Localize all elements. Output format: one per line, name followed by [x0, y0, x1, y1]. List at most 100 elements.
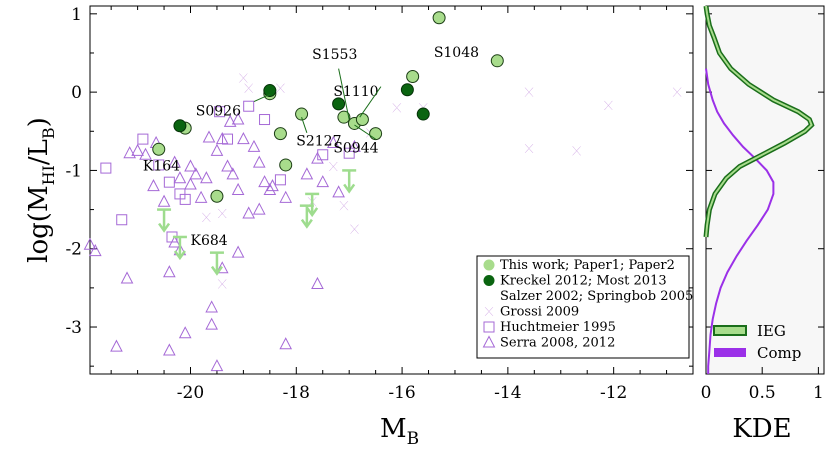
x-tick-label: -18 [283, 383, 310, 403]
x-axis-title: MB [380, 414, 419, 449]
triangle-point [252, 155, 266, 168]
kde-x-tick-label: 0 [701, 383, 712, 403]
triangle-point [223, 114, 237, 127]
triangle-point [163, 265, 176, 278]
triangle-point [311, 276, 324, 289]
arrow-down-point [305, 192, 320, 218]
y-axis-title-mid: /L [24, 139, 54, 165]
circle-light-point [355, 113, 369, 127]
triangle-point [258, 175, 271, 188]
x-axis-title-main: M [380, 414, 407, 444]
kde-legend: IEG Comp [713, 322, 801, 362]
bowtie-point [604, 100, 613, 111]
bowtie-point [572, 146, 581, 156]
y-tick-label: -2 [65, 240, 82, 260]
upper-limit-head [300, 218, 313, 229]
circle-light-point [273, 127, 287, 141]
kde-legend-comp-swatch [714, 348, 746, 357]
point-label: S1048 [434, 45, 479, 61]
square-point [153, 159, 165, 171]
legend-marker-circle-dark [483, 275, 495, 286]
legend-label: Huchtmeier 1995 [500, 320, 616, 335]
triangle-point [173, 171, 187, 184]
x-tick-label: -20 [177, 383, 204, 403]
triangle-point [147, 179, 160, 192]
triangle-point [202, 130, 216, 143]
triangle-point [316, 175, 330, 188]
kde-x-tick-label: 0.5 [749, 383, 776, 403]
x-axis-title-sub: B [407, 429, 420, 449]
triangle-point [221, 159, 234, 172]
triangle-point [237, 132, 250, 145]
square-point [214, 106, 226, 118]
point-label: S1553 [312, 47, 357, 63]
triangle-point [139, 147, 152, 160]
kde-legend-ieg-label: IEG [757, 322, 786, 340]
legend-label: Kreckel 2012; Most 2013 [500, 274, 667, 289]
label-leader-line [253, 94, 271, 102]
y-axis-title-post: ) [24, 117, 54, 127]
circle-dark-point [416, 107, 430, 121]
triangle-point [210, 143, 224, 156]
kde-legend-ieg-swatch [713, 325, 747, 336]
kde-curve-comp [705, 68, 775, 374]
triangle-point [189, 167, 203, 180]
triangle-point [178, 326, 192, 339]
triangle-point [231, 245, 245, 258]
triangle-point [184, 159, 197, 172]
square-point [137, 133, 149, 145]
x-tick-label: -16 [388, 383, 415, 403]
main-data-marks [83, 11, 682, 372]
triangle-point [215, 132, 229, 145]
bowtie-point [392, 103, 401, 113]
circle-light-point [279, 158, 293, 172]
bowtie-point [524, 87, 534, 97]
label-leader-line [359, 86, 382, 118]
label-leader-line [301, 117, 308, 134]
arrow-down-point [299, 204, 314, 229]
main-axis-ticks: -20 -18 -16 -14 -12 1 0 -1 -2 -3 [65, 5, 694, 403]
triangle-point [123, 146, 136, 159]
bowtie-point [339, 200, 349, 211]
kde-curves [703, 5, 815, 374]
upper-limit-head [173, 250, 186, 261]
triangle-point [326, 135, 340, 149]
legend-label: Grossi 2009 [500, 305, 579, 320]
upper-limit-head [306, 207, 319, 218]
triangle-point [131, 143, 144, 156]
triangle-point [263, 182, 277, 195]
triangle-point [200, 171, 213, 184]
circle-light-point [490, 54, 504, 68]
circle-light-point [406, 69, 420, 83]
y-tick-label: 1 [71, 5, 82, 25]
triangle-point [157, 194, 171, 207]
circle-dark-point [400, 83, 414, 97]
triangle-point [194, 190, 208, 203]
triangle-point [252, 202, 266, 215]
point-label: K164 [143, 158, 180, 174]
triangle-point [348, 139, 361, 152]
circle-dark-point [332, 97, 346, 111]
triangle-point [279, 190, 293, 203]
triangle-point [83, 237, 97, 250]
square-point [100, 162, 112, 174]
kde-panel: 0 0.5 1 IEG Comp KDE [701, 5, 825, 444]
bowtie-point [202, 212, 211, 223]
bowtie-point [244, 83, 253, 93]
triangle-point [226, 167, 240, 180]
legend-label: Salzer 2002; Springbob 2005 [500, 289, 693, 304]
kde-x-axis-title: KDE [732, 414, 791, 444]
arrow-down-point [157, 208, 172, 233]
triangle-point [231, 112, 245, 125]
triangle-point [210, 359, 224, 372]
point-label: S0926 [196, 104, 241, 120]
triangle-point [311, 151, 324, 164]
kde-x-tick-label: 1 [813, 383, 824, 403]
upper-limit-head [158, 222, 171, 233]
kde-legend-comp-label: Comp [757, 344, 801, 362]
square-point [317, 149, 329, 161]
circle-light-point [295, 107, 309, 121]
y-axis-title-sub1: HI [39, 165, 58, 185]
